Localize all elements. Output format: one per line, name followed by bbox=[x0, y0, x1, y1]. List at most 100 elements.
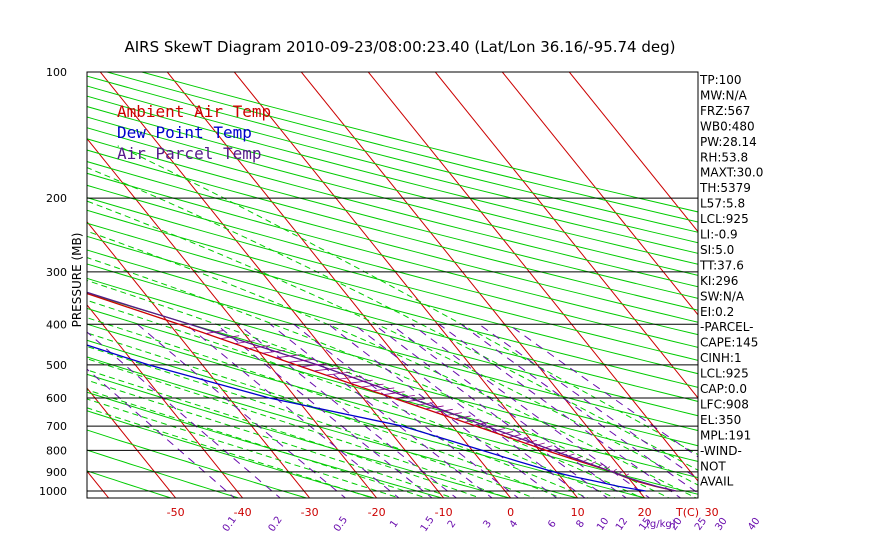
pressure-tick-label: 800 bbox=[46, 444, 67, 457]
cape-hatch-line bbox=[275, 354, 300, 359]
mixing-ratio-line bbox=[137, 323, 347, 498]
moist-adiabat-line bbox=[87, 332, 563, 498]
pressure-tick-label: 400 bbox=[46, 318, 67, 331]
dry-adiabat-line bbox=[87, 222, 698, 388]
mixing-ratio-line bbox=[508, 323, 698, 458]
cape-hatch-line bbox=[549, 448, 560, 452]
cape-hatch-line bbox=[557, 450, 568, 455]
mixing-ratio-line bbox=[215, 323, 433, 498]
pressure-tick-label: 600 bbox=[46, 392, 67, 405]
cape-hatch-line bbox=[361, 383, 384, 388]
stats-item: RH:53.8 bbox=[700, 150, 748, 164]
cape-hatch-line bbox=[301, 363, 327, 368]
cape-hatch-line bbox=[516, 436, 530, 441]
isotherm-line bbox=[87, 470, 110, 498]
stats-item: MPL:191 bbox=[700, 428, 751, 442]
cape-hatch-line bbox=[338, 375, 362, 380]
bottom-temp-tick-label: -40 bbox=[234, 506, 252, 519]
bottom-temp-tick-label: 30 bbox=[705, 506, 719, 519]
cape-hatch-line bbox=[262, 349, 285, 354]
series-line-dew-point-temp bbox=[87, 344, 646, 492]
dry-adiabat-line bbox=[87, 161, 698, 323]
cape-hatch-line bbox=[326, 371, 351, 376]
mixing-ratio-tick-label: 6 bbox=[546, 519, 559, 531]
stats-item: MW:N/A bbox=[700, 88, 748, 102]
cape-hatch-line bbox=[508, 434, 522, 438]
stats-item: L57:5.8 bbox=[700, 197, 745, 211]
y-axis-label: PRESSURE (MB) bbox=[70, 233, 84, 328]
dry-adiabat-line bbox=[87, 116, 698, 276]
mixing-ratio-tick-label: 1 bbox=[388, 518, 401, 530]
mixing-ratio-line bbox=[373, 323, 609, 498]
mixing-ratio-line bbox=[478, 323, 698, 480]
dry-adiabat-line bbox=[87, 184, 698, 348]
isotherm-line bbox=[87, 137, 378, 498]
stats-item: LCL:925 bbox=[700, 367, 749, 381]
cape-hatch-line bbox=[491, 428, 505, 432]
cape-hatch-line bbox=[541, 445, 553, 450]
stats-item: CAPE:145 bbox=[700, 336, 758, 350]
cape-hatch-line bbox=[464, 418, 480, 423]
cape-hatch-line bbox=[482, 425, 497, 429]
stats-item: LI:-0.9 bbox=[700, 228, 738, 242]
pressure-tick-label: 100 bbox=[46, 66, 67, 79]
mixing-ratio-tick-label: 0.5 bbox=[332, 515, 350, 534]
dry-adiabat-line bbox=[87, 138, 698, 299]
cape-hatch-line bbox=[288, 358, 314, 363]
stats-item: MAXT:30.0 bbox=[700, 166, 763, 180]
cape-hatch-line bbox=[618, 471, 624, 475]
mixing-ratio-line bbox=[293, 323, 520, 498]
cape-hatch-line bbox=[565, 453, 575, 458]
dry-adiabat-line bbox=[87, 429, 309, 498]
cape-hatch-line bbox=[612, 468, 617, 473]
bottom-temp-unit: T(C) bbox=[675, 506, 699, 519]
cape-hatch-line bbox=[425, 405, 444, 410]
mixing-ratio-line bbox=[237, 323, 458, 498]
mixing-ratio-tick-label: 8 bbox=[574, 518, 587, 530]
mixing-ratio-line bbox=[328, 323, 558, 498]
mixing-ratio-tick-label: 10 bbox=[595, 516, 611, 533]
cape-hatch-line bbox=[623, 473, 630, 478]
isotherm-line bbox=[87, 387, 177, 498]
isotherm-line bbox=[367, 72, 698, 482]
stats-item: NOT bbox=[700, 459, 726, 473]
label-layer: 1002003004005006007008009001000-120-110-… bbox=[39, 66, 763, 534]
stats-item: TP:100 bbox=[699, 73, 742, 87]
cape-hatch-line bbox=[525, 439, 538, 444]
dry-adiabat-line bbox=[87, 172, 698, 336]
isotherm-line bbox=[501, 72, 698, 316]
chart-title: AIRS SkewT Diagram 2010-09-23/08:00:23.4… bbox=[124, 38, 675, 56]
mixing-ratio-tick-label: 40 bbox=[746, 516, 762, 533]
stats-item: EL:350 bbox=[700, 413, 741, 427]
profile-layer bbox=[87, 291, 677, 492]
dry-adiabat-line bbox=[87, 323, 698, 495]
dry-adiabat-line bbox=[87, 277, 698, 447]
bottom-temp-tick-label: 10 bbox=[571, 506, 585, 519]
cape-hatch-line bbox=[372, 387, 395, 392]
bottom-temp-tick-label: -50 bbox=[167, 506, 185, 519]
cape-hatch-line bbox=[415, 402, 435, 406]
legend: Ambient Air Temp Dew Point Temp Air Parcel… bbox=[117, 102, 271, 163]
stats-item: LCL:925 bbox=[700, 212, 749, 226]
mixing-ratio-tick-label: 2 bbox=[446, 519, 459, 531]
cape-hatch-line bbox=[533, 442, 545, 447]
dry-adiabat-line bbox=[87, 410, 376, 498]
stats-item: SI:5.0 bbox=[700, 243, 734, 257]
bottom-temp-tick-label: 20 bbox=[638, 506, 652, 519]
mixing-ratio-tick-label: 12 bbox=[614, 516, 630, 533]
cape-hatch-line bbox=[234, 340, 255, 345]
mixing-ratio-line bbox=[269, 323, 493, 498]
stats-item: AVAIL bbox=[700, 475, 734, 489]
mixing-ratio-tick-label: 3 bbox=[481, 519, 494, 531]
cape-hatch-line bbox=[581, 458, 589, 463]
mixing-ratio-line bbox=[438, 323, 682, 498]
mixing-ratio-tick-label: 4 bbox=[508, 519, 521, 531]
isotherm-line bbox=[434, 72, 698, 399]
stats-item: EI:0.2 bbox=[700, 305, 734, 319]
pressure-tick-label: 200 bbox=[46, 192, 67, 205]
dry-adiabat-line bbox=[87, 197, 698, 361]
stats-item: TH:5379 bbox=[699, 181, 751, 195]
cape-hatch-line bbox=[454, 415, 471, 420]
mixing-ratio-line bbox=[87, 331, 281, 498]
